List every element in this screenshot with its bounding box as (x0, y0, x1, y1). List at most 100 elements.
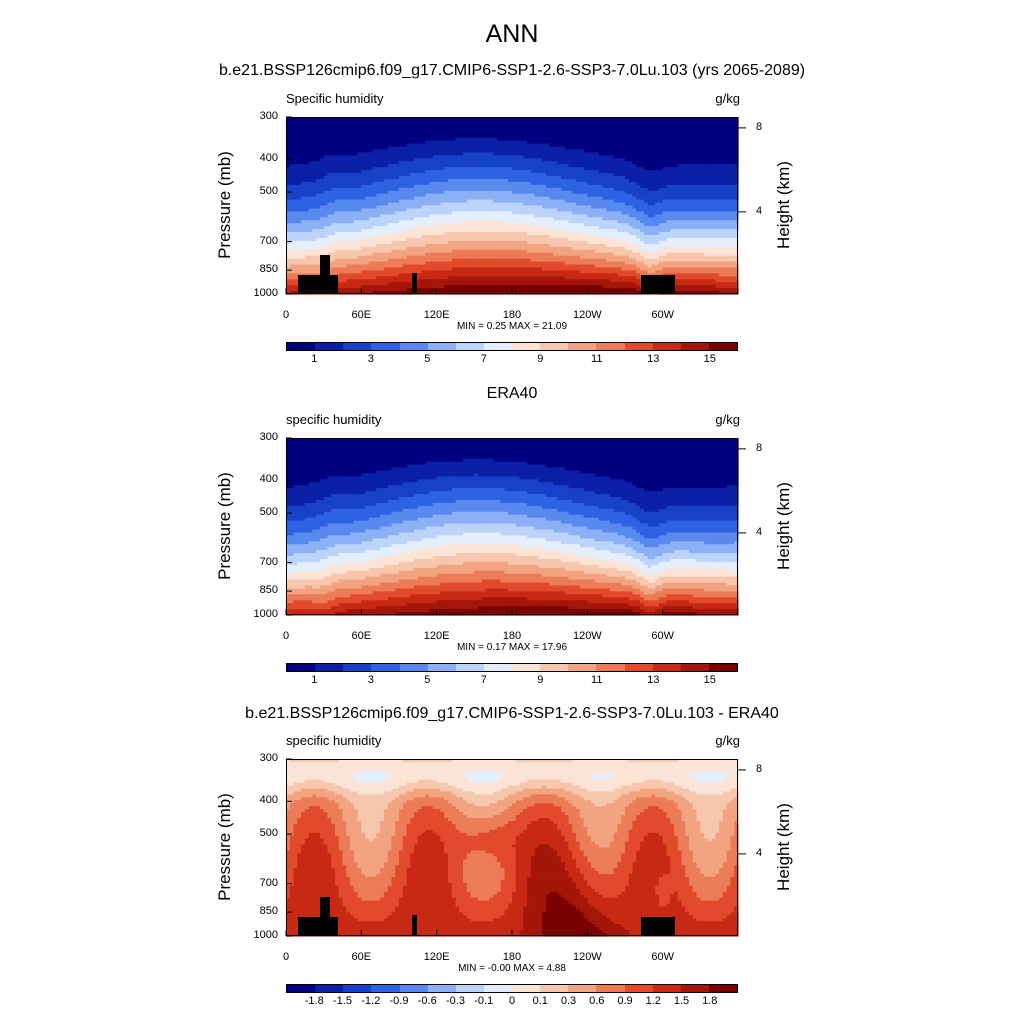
contour-cell (444, 143, 449, 148)
contour-cell (530, 270, 536, 274)
contour-cell (346, 190, 351, 195)
contour-cell (549, 173, 555, 177)
contour-cell (560, 167, 566, 171)
contour-cell (466, 258, 472, 263)
contour-cell (579, 211, 585, 215)
contour-cell (463, 199, 468, 204)
contour-cell (587, 240, 592, 245)
contour-cell (372, 161, 377, 165)
contour-cell (591, 173, 596, 177)
contour-cell (432, 226, 438, 230)
contour-cell (436, 128, 442, 133)
contour-cell (508, 288, 513, 292)
contour-cell (478, 276, 483, 280)
contour-cell (323, 146, 329, 151)
contour-cell (289, 267, 295, 271)
contour-cell (489, 229, 494, 233)
contour-cell (466, 291, 472, 295)
contour-cell (297, 258, 302, 263)
contour-cell (493, 282, 498, 286)
contour-cell (372, 131, 377, 136)
contour-cell (470, 264, 475, 269)
contour-cell (357, 261, 362, 266)
contour-cell (579, 249, 585, 254)
contour-cell (338, 176, 344, 180)
contour-cell (293, 205, 298, 210)
contour-cell (417, 205, 423, 210)
contour-cell (372, 184, 377, 189)
contour-cell (557, 220, 562, 224)
contour-cell (338, 125, 344, 130)
contour-cell (297, 243, 302, 248)
contour-cell (312, 167, 317, 171)
contour-cell (527, 152, 532, 156)
contour-cell (425, 214, 430, 218)
contour-cell (579, 193, 585, 198)
contour-cell (304, 193, 310, 198)
contour-cell (368, 170, 374, 174)
contour-cell (594, 134, 600, 139)
contour-cell (515, 232, 521, 236)
contour-cell (496, 261, 502, 266)
contour-cell (455, 119, 460, 124)
contour-cell (527, 184, 532, 189)
contour-cell (591, 226, 596, 230)
contour-cell (444, 131, 449, 136)
contour-cell (289, 122, 295, 127)
contour-cell (432, 164, 438, 168)
contour-cell (470, 285, 475, 289)
contour-cell (591, 220, 596, 224)
contour-cell (534, 214, 539, 218)
contour-cell (432, 184, 438, 189)
contour-cell (436, 243, 442, 248)
contour-cell (568, 229, 573, 233)
contour-cell (304, 211, 310, 215)
contour-cell (353, 261, 359, 266)
contour-cell (534, 267, 539, 271)
contour-cell (545, 131, 551, 136)
contour-cell (331, 252, 336, 257)
contour-cell (357, 149, 362, 153)
contour-cell (515, 181, 521, 186)
contour-cell (447, 187, 453, 192)
contour-cell (553, 229, 558, 233)
contour-cell (583, 211, 588, 215)
contour-cell (308, 173, 313, 177)
contour-cell (500, 217, 506, 221)
contour-cell (557, 208, 562, 212)
contour-cell (523, 255, 528, 260)
contour-cell (530, 199, 536, 204)
contour-cell (500, 140, 506, 145)
contour-cell (594, 223, 600, 227)
contour-cell (289, 255, 295, 260)
contour-cell (508, 170, 513, 174)
contour-cell (293, 152, 298, 156)
contour-cell (368, 155, 374, 159)
contour-cell (594, 181, 600, 186)
contour-cell (289, 164, 295, 168)
contour-cell (515, 158, 521, 162)
contour-cell (357, 134, 362, 139)
contour-cell (560, 291, 566, 295)
contour-cell (286, 226, 291, 230)
contour-cell (297, 167, 302, 171)
contour-cell (470, 282, 475, 286)
contour-cell (308, 152, 313, 156)
contour-cell (421, 190, 426, 195)
contour-cell (512, 220, 517, 224)
contour-cell (455, 164, 460, 168)
contour-cell (576, 149, 581, 153)
contour-cell (523, 288, 528, 292)
contour-cell (399, 134, 404, 139)
contour-cell (316, 229, 321, 233)
contour-cell (304, 173, 310, 177)
contour-cell (542, 137, 547, 142)
contour-cell (564, 252, 570, 257)
contour-cell (481, 270, 487, 274)
contour-cell (346, 119, 351, 124)
contour-cell (444, 187, 449, 192)
contour-cell (365, 252, 370, 257)
contour-cell (485, 282, 490, 286)
contour-cell (493, 273, 498, 277)
contour-cell (527, 181, 532, 186)
